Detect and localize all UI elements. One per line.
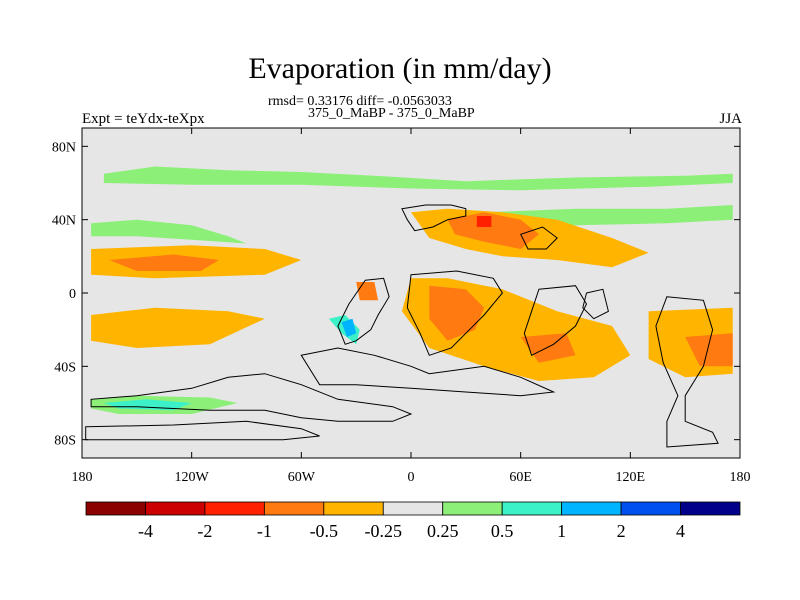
colorbar-swatch: [85, 501, 146, 516]
y-tick-label: 0: [69, 287, 76, 302]
contour-band-0: [103, 166, 733, 191]
coastline-5: [582, 288, 609, 320]
coastline-8: [90, 373, 413, 422]
y-tick-label: 80S: [54, 434, 76, 449]
colorbar-swatch: [620, 501, 681, 516]
colorbar-swatch: [323, 501, 384, 516]
x-tick-label: 0: [408, 470, 415, 485]
contour-band-13: [429, 285, 485, 341]
coastline-9: [85, 420, 320, 441]
contour-band-18: [685, 333, 733, 367]
chart-title: Evaporation (in mm/day): [248, 52, 552, 85]
contour-band-8: [109, 254, 220, 271]
colorbar-label: -2: [197, 521, 212, 541]
x-tick-label: 120W: [175, 470, 210, 485]
stats-line: rmsd= 0.33176 diff= -0.0563033: [268, 94, 452, 109]
x-tick-label: 180: [72, 470, 93, 485]
contour-band-15: [356, 282, 379, 301]
x-tick-label: 180: [730, 470, 751, 485]
y-axis: 80N 40N 0 40S 80S: [52, 140, 740, 449]
season-label: JJA: [719, 111, 742, 127]
colorbar-label: 1: [557, 521, 566, 541]
coastline-3: [519, 226, 558, 250]
contour-band-14: [520, 333, 576, 363]
coastline-4: [523, 285, 588, 357]
x-tick-label: 120E: [616, 470, 646, 485]
colorbar: -4 -2 -1 -0.5 -0.25 0.25 0.5 1 2 4: [85, 501, 741, 541]
colorbar-swatch: [263, 501, 325, 516]
colorbar-label: -0.25: [365, 521, 403, 541]
coastline-7: [300, 347, 556, 397]
colorbar-swatch: [204, 501, 265, 516]
colorbar-swatch: [561, 501, 622, 516]
coastline-1: [337, 277, 390, 345]
contour-band-1: [91, 219, 247, 244]
colorbar-label: 0.25: [427, 521, 459, 541]
colorbar-swatch: [382, 501, 444, 516]
colorbar-label: 0.5: [491, 521, 514, 541]
y-tick-label: 40N: [52, 214, 76, 229]
x-tick-label: 60W: [288, 470, 316, 485]
chart-subtitle: 375_0_MaBP - 375_0_MaBP: [308, 106, 475, 121]
x-tick-label: 60E: [509, 470, 532, 485]
colorbar-swatch: [680, 501, 741, 516]
experiment-label: Expt = teYdx-teXpx: [82, 111, 205, 127]
colorbar-label: 4: [676, 521, 685, 541]
coastline-6: [655, 296, 719, 448]
x-axis: 180 120W 60W 0 60E 120E 180: [72, 128, 751, 485]
colorbar-swatch: [501, 501, 563, 516]
colorbar-swatch: [145, 501, 206, 516]
coastline-0: [401, 204, 467, 232]
colorbar-swatch: [442, 501, 503, 516]
colorbar-label: -1: [257, 521, 272, 541]
contour-band-6: [341, 318, 357, 337]
y-tick-label: 80N: [52, 140, 76, 155]
contour-band-4: [103, 399, 192, 411]
contour-band-16: [476, 216, 492, 227]
contour-band-12: [447, 212, 539, 249]
y-tick-label: 40S: [54, 360, 76, 375]
coastline-2: [406, 270, 504, 356]
colorbar-label: -4: [138, 521, 153, 541]
contour-band-9: [91, 307, 265, 348]
colorbar-label: -0.5: [310, 521, 339, 541]
coastline-layer: [85, 204, 719, 448]
colorbar-label: 2: [617, 521, 626, 541]
